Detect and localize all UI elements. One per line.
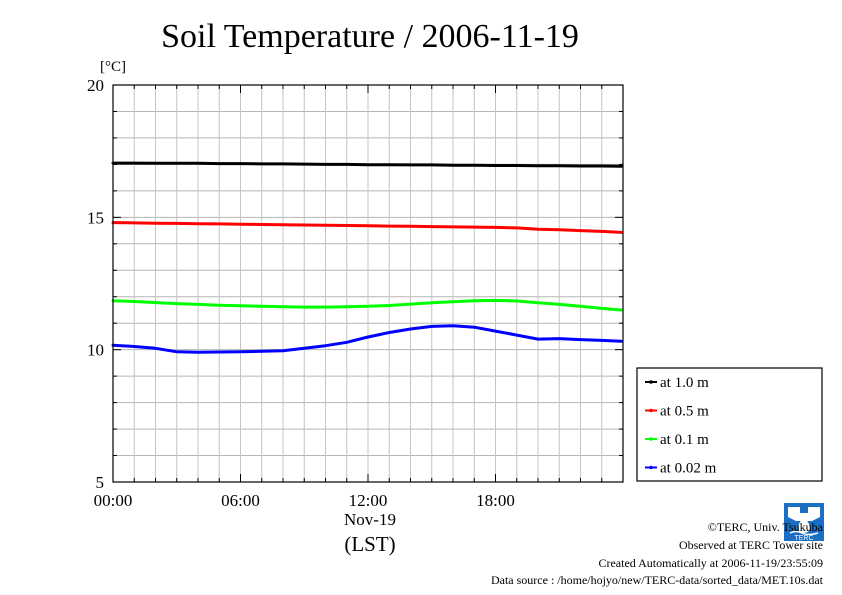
series-lines <box>111 161 623 354</box>
legend-marker-2 <box>649 408 653 413</box>
terc-logo: TERC <box>784 503 824 542</box>
legend: at 1.0 m at 0.5 m at 0.1 m at 0.02 m <box>636 367 823 482</box>
data-source-note: Data source : /home/hojyo/new/TERC-data/… <box>490 573 823 587</box>
x-axis-label: (LST) <box>344 532 395 556</box>
terc-logo-text: TERC <box>794 535 813 542</box>
legend-label-3: at 0.1 m <box>660 432 709 448</box>
grid-lines <box>113 85 623 482</box>
legend-marker-3 <box>649 437 653 441</box>
legend-label-4: at 0.02 m <box>660 461 717 477</box>
legend-label-2: at 0.5 m <box>660 404 709 420</box>
y-tick-label: 10 <box>87 341 104 360</box>
x-tick-labels: 00:00 06:00 12:00 18:00 <box>94 491 515 510</box>
x-tick-label: 12:00 <box>349 491 388 510</box>
x-tick-label: 00:00 <box>94 491 133 510</box>
series-line-2 <box>111 221 623 234</box>
x-date-label: Nov-19 <box>344 510 396 529</box>
axis-ticks <box>112 84 624 483</box>
series-line-3 <box>111 298 623 312</box>
y-tick-label: 20 <box>87 76 104 95</box>
legend-box <box>636 367 823 482</box>
legend-marker-4 <box>649 465 653 470</box>
y-axis-unit-label: [°C] <box>100 59 126 75</box>
created-timestamp-note: Created Automatically at 2006-11-19/23:5… <box>598 556 823 570</box>
observation-site-note: Observed at TERC Tower site <box>678 538 823 552</box>
series-line-4 <box>111 324 623 354</box>
x-tick-label: 06:00 <box>221 491 260 510</box>
series-line-1 <box>111 161 623 168</box>
legend-label-1: at 1.0 m <box>660 375 709 391</box>
y-tick-label: 15 <box>87 208 104 227</box>
y-tick-label: 5 <box>96 473 105 492</box>
legend-marker-1 <box>649 380 653 384</box>
y-tick-labels: 5 10 15 20 <box>87 76 104 492</box>
chart-title: Soil Temperature / 2006-11-19 <box>161 18 579 55</box>
x-tick-label: 18:00 <box>476 491 515 510</box>
copyright-note: ©TERC, Univ. Tsukuba <box>707 520 823 534</box>
